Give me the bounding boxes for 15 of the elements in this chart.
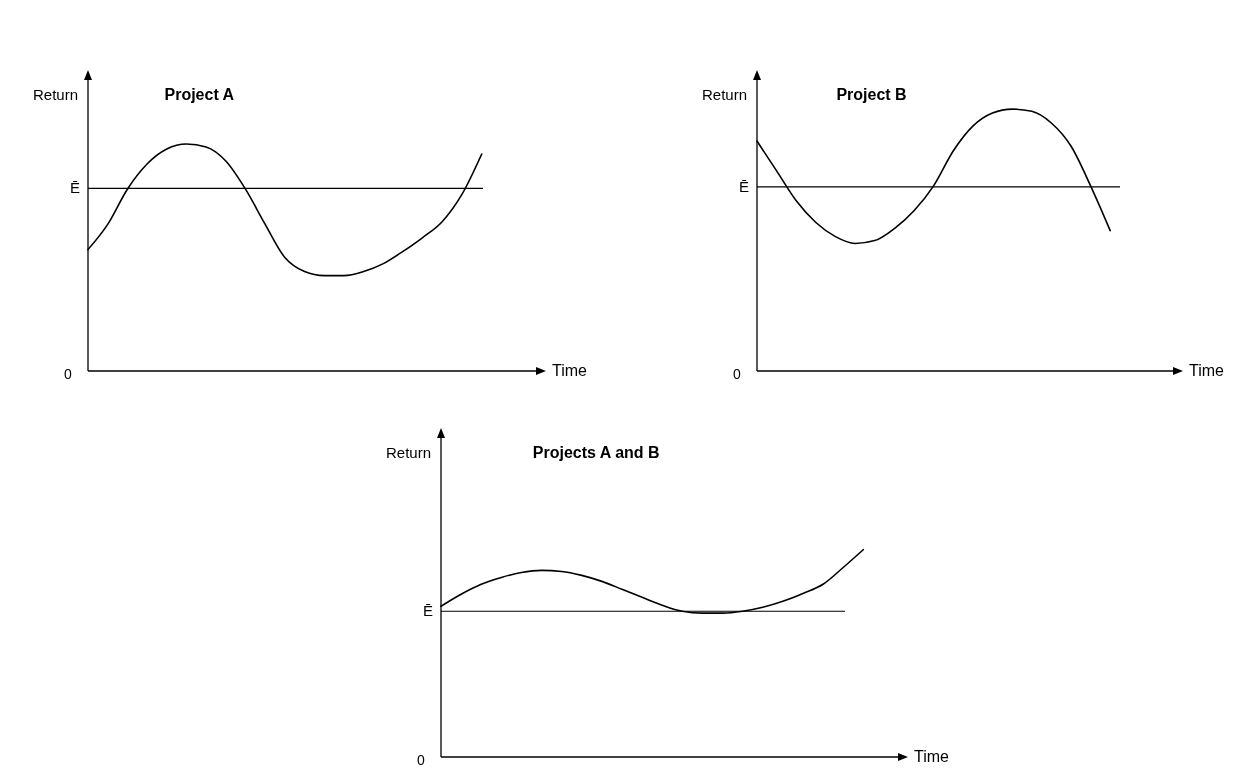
x-axis-title: Time xyxy=(1189,362,1225,379)
ref-line-label: Ē xyxy=(738,177,749,195)
chart-title: Project A xyxy=(164,86,235,103)
x-axis-title: Time xyxy=(552,362,588,379)
text: 0 xyxy=(417,752,426,768)
chart-title: Projects A and B xyxy=(532,444,660,461)
ref-line-label: Ē xyxy=(422,602,433,620)
text: 0 xyxy=(733,366,742,382)
y-axis-title: Return xyxy=(385,444,431,461)
chart-title: Project B xyxy=(836,86,907,103)
y-axis-title: Return xyxy=(32,86,78,103)
y-axis-title: Return xyxy=(701,86,747,103)
x-axis-title: Time xyxy=(914,748,950,765)
text: 0 xyxy=(64,366,73,382)
ref-line-label: Ē xyxy=(69,179,80,197)
